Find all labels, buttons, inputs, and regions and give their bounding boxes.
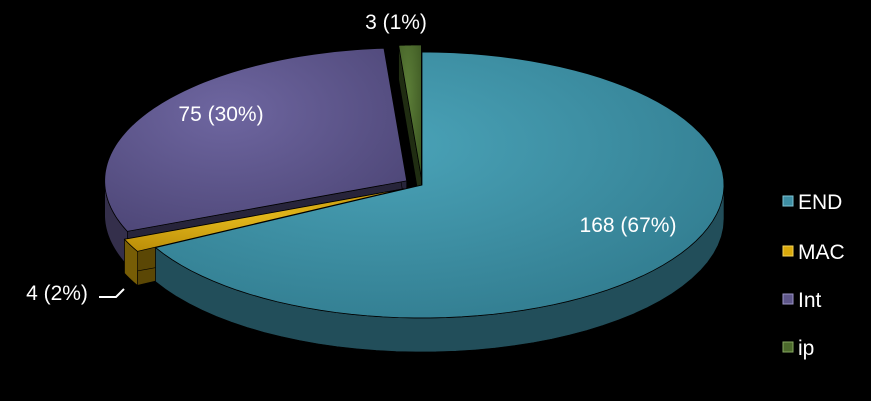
slice-ip bbox=[398, 44, 422, 213]
leader-line-mac bbox=[99, 288, 125, 298]
legend-label-mac: MAC bbox=[798, 241, 845, 264]
legend-swatch-int bbox=[782, 293, 794, 305]
legend-swatch-mac bbox=[782, 245, 794, 257]
data-label-int: 75 (30%) bbox=[178, 103, 263, 126]
slice-end-top bbox=[154, 51, 725, 319]
legend-label-ip: ip bbox=[798, 337, 814, 360]
legend-swatch-ip bbox=[782, 341, 794, 353]
data-label-mac: 4 (2%) bbox=[26, 282, 88, 305]
legend-swatch-end bbox=[782, 195, 794, 207]
legend-label-end: END bbox=[798, 191, 842, 214]
pie-slices bbox=[104, 44, 725, 353]
slice-int-top bbox=[104, 47, 408, 232]
data-label-ip: 3 (1%) bbox=[365, 11, 427, 34]
legend-item-ip: ip bbox=[782, 337, 814, 360]
slice-ip-top bbox=[398, 44, 422, 179]
legend-item-end: END bbox=[782, 191, 842, 214]
legend-item-mac: MAC bbox=[782, 241, 845, 264]
legend: END MAC Int ip bbox=[782, 191, 845, 360]
data-label-end: 168 (67%) bbox=[580, 214, 677, 237]
slice-end bbox=[154, 51, 725, 353]
legend-label-int: Int bbox=[798, 289, 822, 312]
slice-mac-top bbox=[123, 188, 404, 252]
legend-item-int: Int bbox=[782, 289, 822, 312]
